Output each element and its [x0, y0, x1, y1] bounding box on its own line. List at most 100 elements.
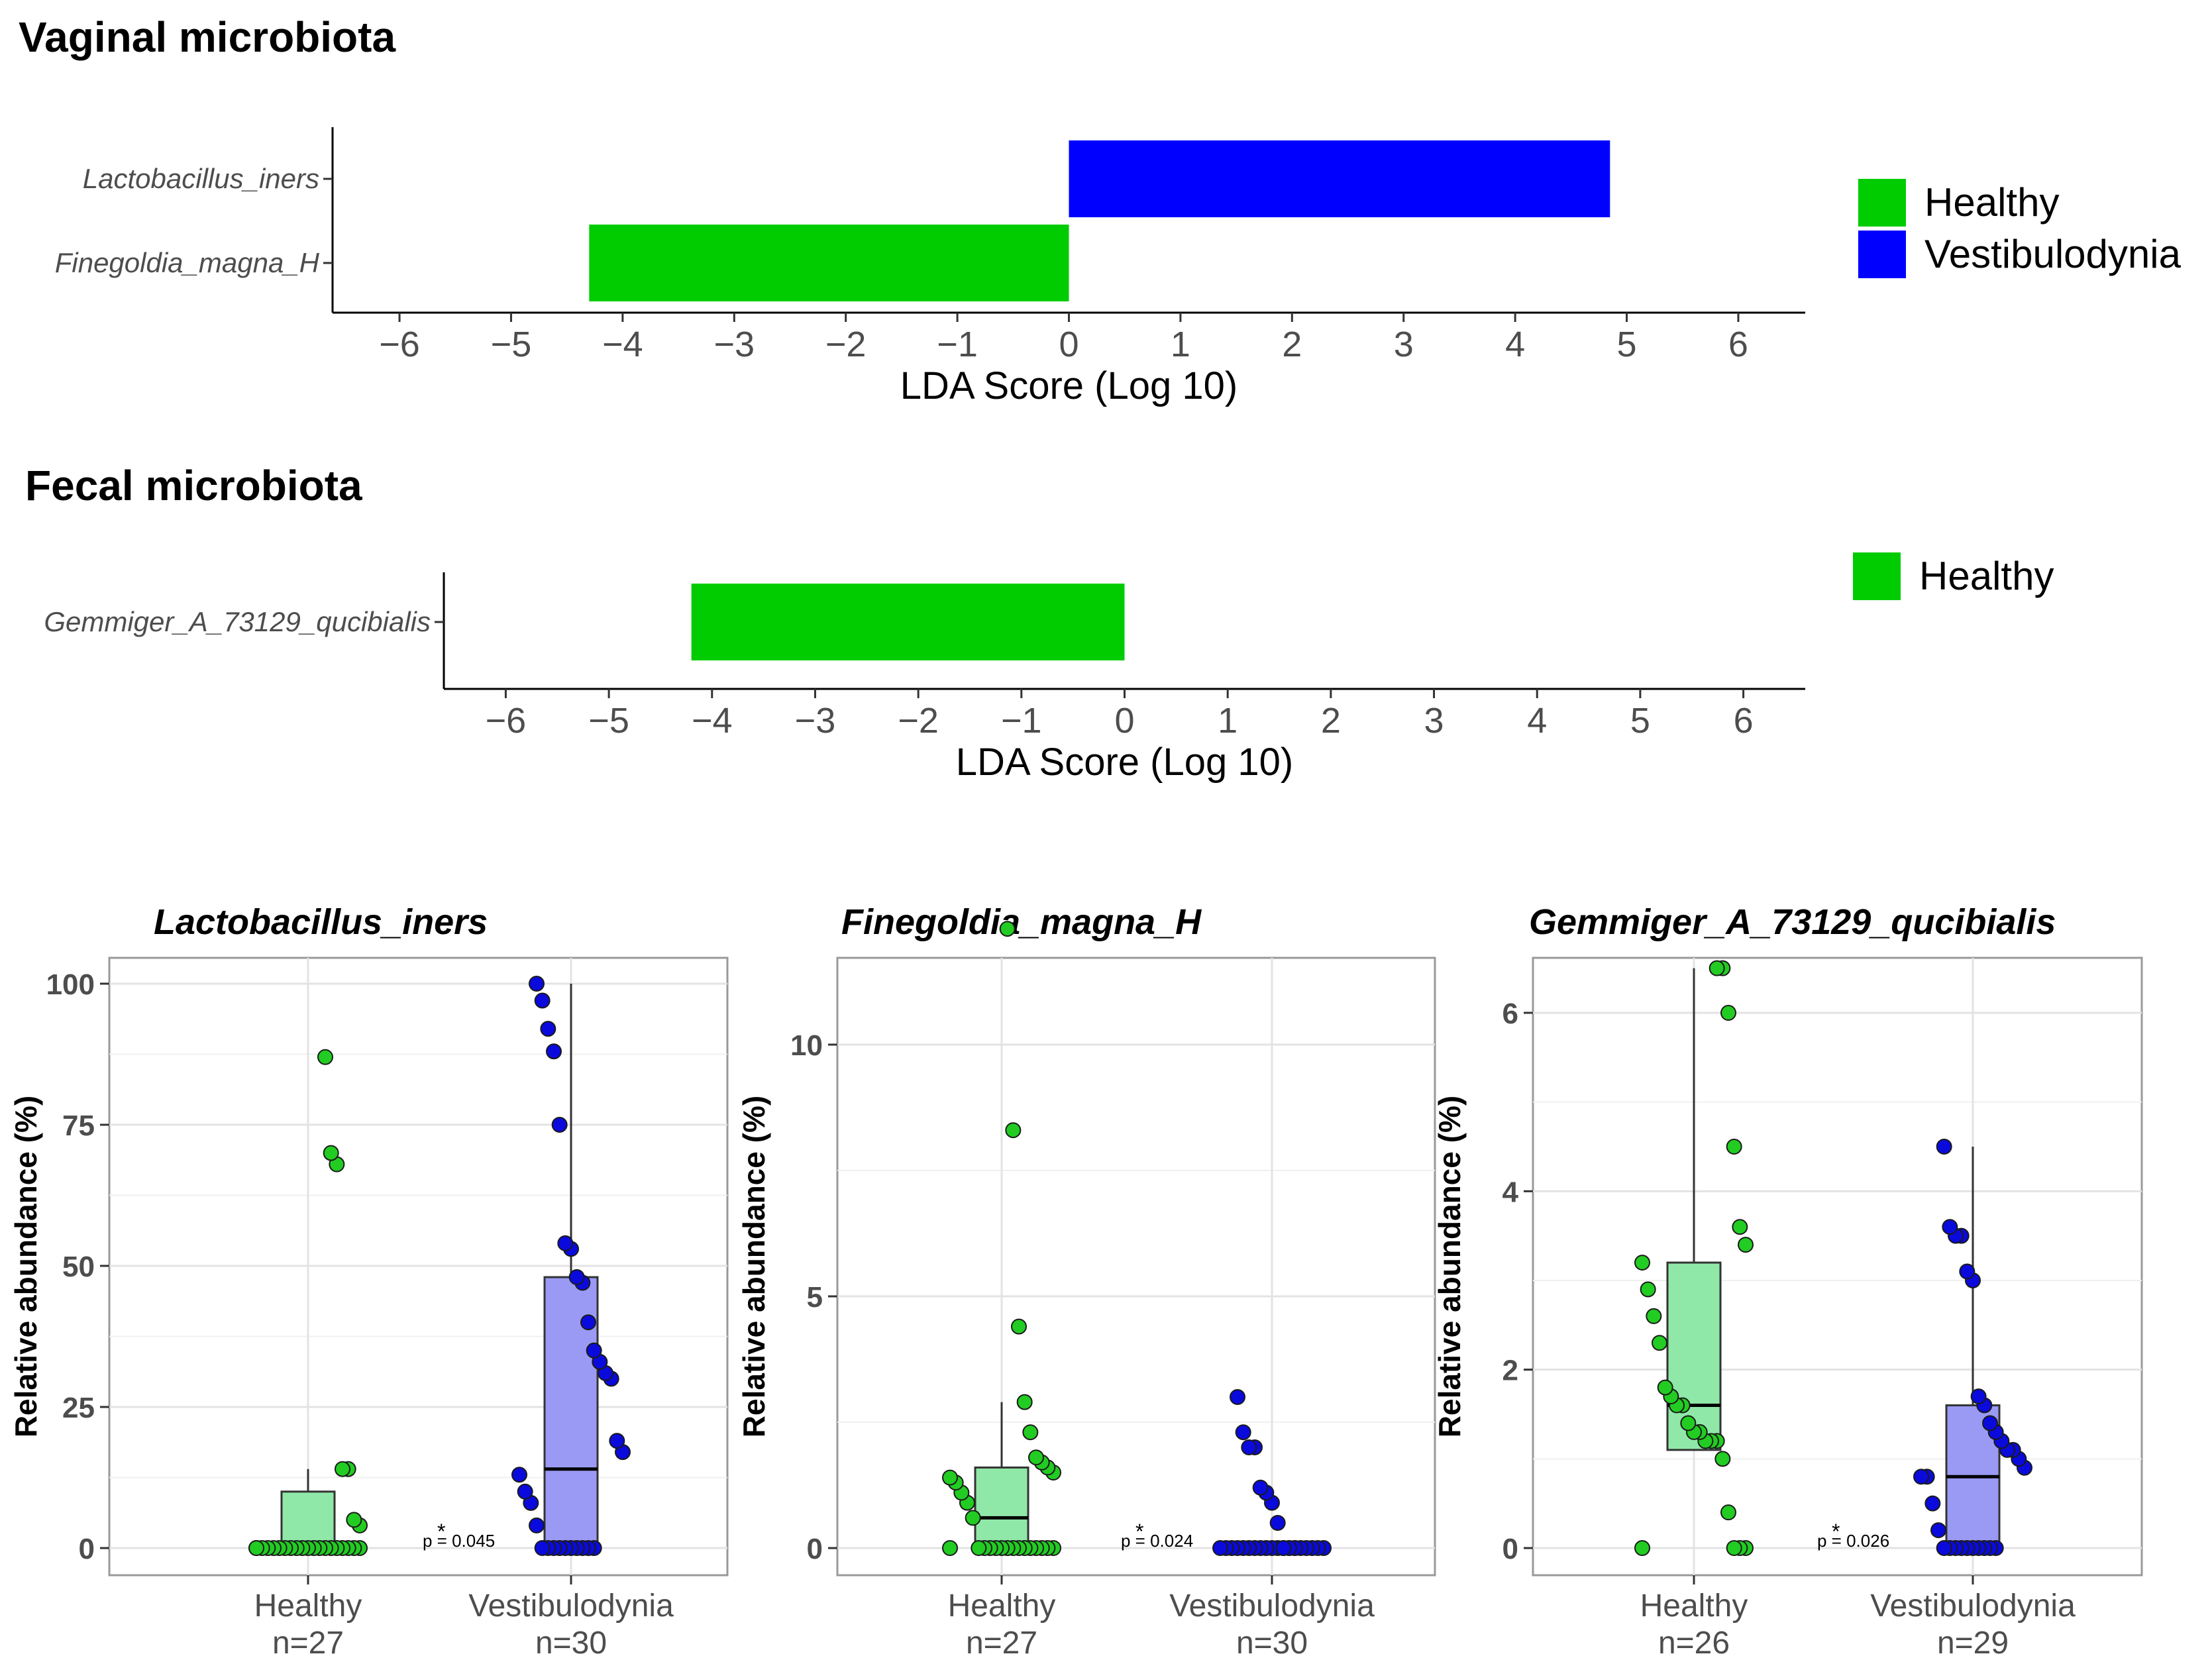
group-label: Vestibulodynia [1870, 1588, 2076, 1624]
data-point [1652, 1335, 1667, 1351]
y-tick-label: 4 [1502, 1176, 1519, 1208]
data-point [248, 1540, 264, 1556]
x-tick-label: 5 [1630, 701, 1650, 741]
data-point [546, 1043, 562, 1060]
x-tick-label: −1 [937, 325, 978, 364]
data-point [1634, 1540, 1650, 1556]
data-point [1913, 1469, 1929, 1485]
group-n-label: n=27 [272, 1626, 344, 1660]
data-point [529, 976, 545, 992]
data-point [1022, 1424, 1039, 1441]
data-point [609, 1433, 625, 1449]
data-point [1680, 1415, 1697, 1431]
x-tick-label: −3 [795, 701, 836, 741]
x-axis-title: LDA Score (Log 10) [900, 364, 1238, 407]
boxplot-finegoldia-magna-h: 0 5 10 Relative abundance (%) Finegoldia_mag… [737, 902, 1436, 1660]
legend-swatch-healthy [1853, 552, 1901, 600]
data-point [1970, 1388, 1987, 1405]
data-point [568, 1269, 585, 1286]
x-tick-label: 2 [1321, 701, 1341, 741]
x-tick-label: −1 [1001, 701, 1042, 741]
data-point [1930, 1522, 1946, 1539]
data-point [1011, 1318, 1027, 1335]
group-label: Healthy [1640, 1588, 1748, 1624]
data-point [1936, 1139, 1952, 1155]
data-point [1720, 1504, 1736, 1521]
y-tick-label: 0 [807, 1533, 823, 1565]
vaginal-section-title: Vaginal microbiota [19, 13, 395, 61]
data-point [346, 1512, 362, 1528]
p-value-label: p = 0.045 [423, 1531, 495, 1551]
data-point [551, 1117, 568, 1133]
data-point [1275, 1540, 1292, 1556]
x-tick-label: 5 [1617, 325, 1637, 364]
x-tick-label: −3 [713, 325, 755, 364]
x-tick-label: 1 [1218, 701, 1238, 741]
data-point [534, 992, 551, 1009]
data-point [1269, 1515, 1286, 1531]
data-point [323, 1145, 339, 1161]
data-point [534, 1540, 551, 1556]
group-label: Vestibulodynia [468, 1588, 674, 1624]
data-point [1235, 1424, 1251, 1441]
data-point [1732, 1219, 1748, 1235]
data-point [335, 1461, 350, 1477]
data-point [1016, 1394, 1033, 1410]
significance-star: * [1135, 1520, 1143, 1543]
data-point [1726, 1540, 1742, 1556]
data-point [317, 1049, 333, 1065]
group-n-label: n=27 [966, 1626, 1037, 1660]
legend-label-healthy: Healthy [1919, 554, 2054, 598]
data-point [511, 1467, 527, 1483]
legend-label-healthy: Healthy [1924, 180, 2059, 225]
y-tick-label: 100 [46, 968, 95, 1001]
significance-star: * [1832, 1520, 1840, 1543]
data-point [586, 1342, 602, 1359]
data-point [1640, 1281, 1656, 1298]
fecal-lda-chart: −6 −5 −4 −3 −2 −1 0 1 2 3 4 5 6 Gemmiger_A_73129_quci… [44, 552, 2054, 784]
x-tick-label: −5 [491, 325, 532, 364]
data-point [1982, 1415, 1998, 1431]
data-point [999, 921, 1016, 937]
group-label: Vestibulodynia [1169, 1588, 1375, 1624]
x-tick-label: −4 [692, 701, 733, 741]
box-healthy [974, 1466, 1029, 1549]
x-tick-label: 3 [1394, 325, 1414, 364]
y-tick-label: 0 [1502, 1533, 1518, 1565]
y-tick-label: 50 [62, 1251, 95, 1283]
group-n-label: n=30 [1236, 1626, 1308, 1660]
boxplot-lactobacillus-iners: 0 25 50 75 100 Relative abundance (%) Lactobac… [9, 902, 729, 1660]
p-value-label: p = 0.024 [1121, 1531, 1193, 1551]
y-axis-title: Relative abundance (%) [737, 1096, 771, 1437]
data-point [942, 1469, 958, 1486]
group-n-label: n=29 [1937, 1626, 2009, 1660]
y-tick-label: 10 [790, 1029, 823, 1062]
lda-bar-finegoldia_magna_h [589, 225, 1069, 301]
data-point [1942, 1219, 1958, 1235]
y-tick-label: 75 [62, 1110, 95, 1142]
boxplot-title: Lactobacillus_iners [154, 902, 488, 942]
data-point [1709, 960, 1725, 976]
data-point [1005, 1122, 1022, 1139]
y-tick-label: 5 [807, 1281, 823, 1314]
data-point [1634, 1255, 1650, 1271]
x-tick-label: −2 [898, 701, 939, 741]
group-n-label: n=26 [1658, 1626, 1730, 1660]
y-tick-label: 25 [62, 1392, 95, 1424]
data-point [1714, 1451, 1731, 1467]
data-point [1738, 1237, 1754, 1253]
data-point [942, 1540, 958, 1556]
data-point [965, 1510, 981, 1526]
group-label: Healthy [948, 1588, 1056, 1624]
x-tick-label: 0 [1059, 325, 1079, 364]
boxplot-title: Finegoldia_magna_H [841, 902, 1202, 942]
data-point [580, 1314, 596, 1331]
x-tick-label: −5 [588, 701, 629, 741]
x-tick-label: −2 [825, 325, 867, 364]
data-point [1646, 1308, 1662, 1324]
x-tick-label: −6 [486, 701, 527, 741]
p-value-label: p = 0.026 [1817, 1531, 1889, 1551]
legend-label-vestibulodynia: Vestibulodynia [1924, 232, 2182, 276]
x-tick-label: 6 [1734, 701, 1754, 741]
data-point [1230, 1389, 1245, 1405]
